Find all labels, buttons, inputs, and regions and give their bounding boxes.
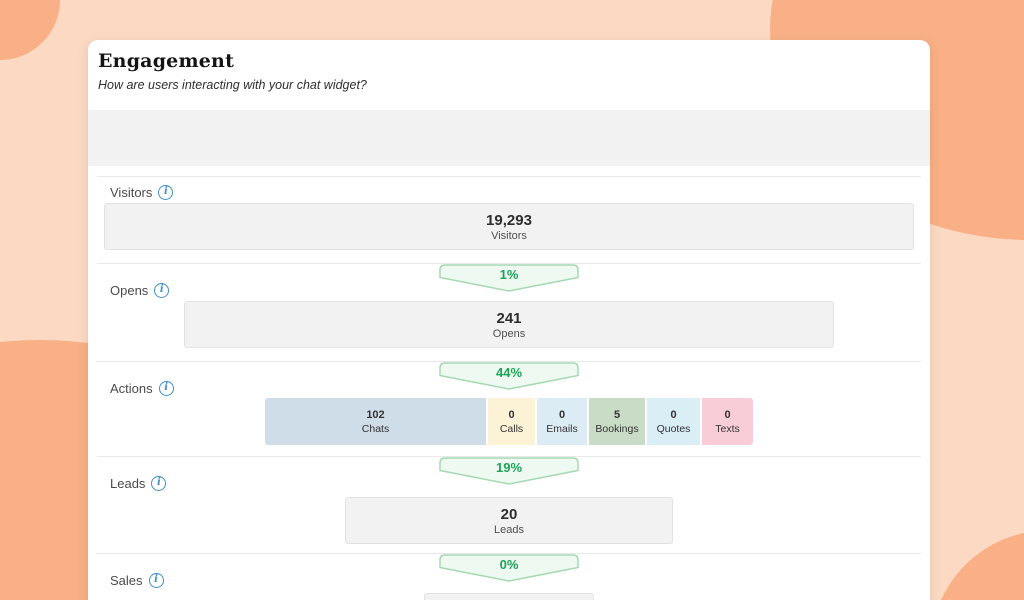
info-icon[interactable]: i — [158, 185, 174, 200]
info-icon[interactable]: i — [158, 381, 174, 396]
conversion-badge-leads: 19% — [439, 457, 579, 485]
segment-label: Chats — [361, 422, 390, 435]
segment-value: 0 — [508, 408, 515, 421]
segment-emails: 0 Emails — [537, 398, 587, 445]
bar-unit: Visitors — [491, 229, 527, 242]
segment-value: 102 — [366, 408, 385, 421]
decorative-blob — [930, 530, 1024, 600]
engagement-funnel: Visitors i 19,293 Visitors 1% Opens — [97, 176, 921, 600]
segment-label: Emails — [546, 422, 578, 435]
row-label-visitors: Visitors i — [110, 185, 174, 200]
bar-value: 241 — [496, 309, 522, 327]
funnel-row-actions: 44% Actions i 102 Chats 0 Calls — [97, 361, 921, 456]
sales-bar — [424, 593, 594, 600]
conversion-percent: 44% — [495, 365, 523, 380]
row-label-text: Leads — [110, 476, 146, 491]
info-icon[interactable]: i — [154, 283, 170, 298]
actions-segmented-bar: 102 Chats 0 Calls 0 Emails 5 Bookings — [265, 398, 753, 445]
row-label-opens: Opens i — [110, 283, 170, 298]
bar-unit: Opens — [492, 327, 526, 340]
bar-value: 19,293 — [486, 211, 532, 229]
conversion-badge-actions: 44% — [439, 362, 579, 390]
segment-value: 0 — [724, 408, 731, 421]
bar-value: 20 — [500, 505, 518, 523]
segment-bookings: 5 Bookings — [589, 398, 645, 445]
funnel-row-visitors: Visitors i 19,293 Visitors — [97, 176, 921, 263]
funnel-row-opens: 1% Opens i 241 Opens — [97, 263, 921, 361]
segment-label: Texts — [715, 422, 740, 435]
row-label-leads: Leads i — [110, 476, 167, 491]
row-label-text: Sales — [110, 573, 143, 588]
segment-texts: 0 Texts — [702, 398, 753, 445]
row-label-sales: Sales i — [110, 573, 164, 588]
segment-quotes: 0 Quotes — [647, 398, 700, 445]
segment-label: Bookings — [595, 422, 639, 435]
conversion-percent: 1% — [499, 267, 519, 282]
visitors-bar: 19,293 Visitors — [104, 203, 914, 250]
funnel-row-sales: 0% Sales i — [97, 553, 921, 600]
funnel-row-leads: 19% Leads i 20 Leads — [97, 456, 921, 553]
info-icon[interactable]: i — [148, 573, 164, 588]
segment-calls: 0 Calls — [488, 398, 535, 445]
badge-shape — [439, 264, 579, 292]
row-label-text: Visitors — [110, 185, 153, 200]
opens-bar: 241 Opens — [184, 301, 834, 348]
info-icon[interactable]: i — [151, 476, 167, 491]
badge-shape — [439, 554, 579, 582]
engagement-card: Engagement How are users interacting wit… — [88, 40, 930, 600]
decorative-blob — [0, 0, 60, 60]
row-label-text: Opens — [110, 283, 149, 298]
page-subtitle: How are users interacting with your chat… — [98, 78, 367, 92]
bar-unit: Leads — [494, 523, 524, 536]
badge-shape — [439, 457, 579, 485]
segment-label: Quotes — [656, 422, 691, 435]
conversion-badge-opens: 1% — [439, 264, 579, 292]
segment-value: 5 — [613, 408, 621, 421]
conversion-badge-sales: 0% — [439, 554, 579, 582]
segment-label: Calls — [499, 422, 524, 435]
leads-bar: 20 Leads — [345, 497, 673, 544]
segment-value: 0 — [670, 408, 677, 421]
conversion-percent: 0% — [499, 557, 519, 572]
badge-shape — [439, 362, 579, 390]
segment-value: 0 — [558, 408, 566, 421]
row-label-text: Actions — [110, 381, 153, 396]
row-label-actions: Actions i — [110, 381, 174, 396]
toolbar-strip — [88, 110, 930, 166]
page-title: Engagement — [98, 50, 235, 72]
conversion-percent: 19% — [495, 460, 523, 475]
segment-chats: 102 Chats — [265, 398, 486, 445]
